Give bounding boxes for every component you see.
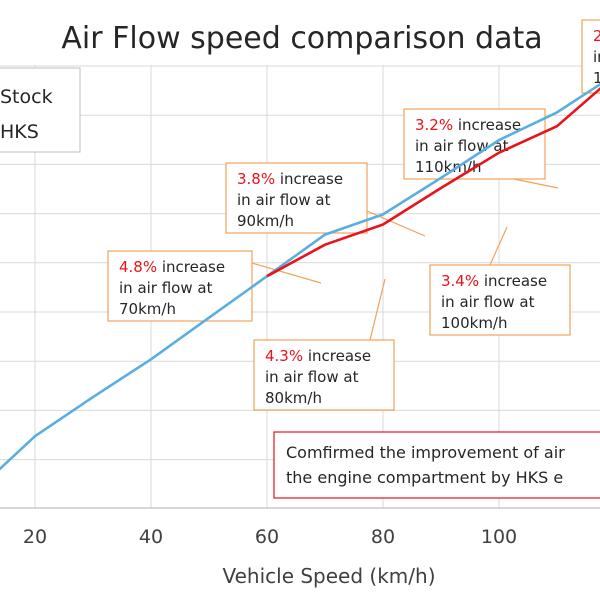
- callout-box: [225, 162, 368, 234]
- callout-text: increase: [157, 258, 225, 276]
- callout-line-3: 70km/h: [119, 300, 176, 318]
- x-axis-label: Vehicle Speed (km/h): [222, 564, 435, 588]
- callout-percent: 4.3%: [265, 347, 303, 365]
- callout-line-3: 100km/h: [441, 314, 508, 332]
- callout-box: [429, 264, 571, 336]
- callouts: 4.8% increase in air flow at 70km/h 3.8% in…: [107, 19, 600, 411]
- callout-percent: 4.8%: [119, 258, 157, 276]
- callout-text: increase: [479, 272, 547, 290]
- callout-pointer: [513, 178, 559, 189]
- callout-line-2: in air flow at: [119, 279, 213, 297]
- callout-percent: 3.2%: [415, 116, 453, 134]
- x-tick-label: 40: [139, 526, 163, 548]
- callout-pointer: [366, 210, 426, 237]
- callout-line-1: 3.2% increase: [415, 116, 521, 134]
- callout-line-3: 1: [593, 69, 600, 87]
- callout-line-2: in air flow at: [237, 191, 331, 209]
- callout-line-2: in air flow at: [415, 137, 509, 155]
- callout-percent: 2: [593, 27, 600, 45]
- callout-line-1: 4.8% increase: [119, 258, 225, 276]
- callout-pointer: [489, 226, 508, 266]
- x-tick-label: 100: [481, 526, 517, 548]
- callout-percent: 3.8%: [237, 170, 275, 188]
- series-line-stock: [0, 82, 600, 471]
- callout: 3.8% increase in air flow at 90km/h: [225, 162, 426, 237]
- legend-entry-stock: Stock: [0, 86, 53, 108]
- legend-entry-hks: HKS: [0, 121, 39, 143]
- callout-line-2: in air flow at: [441, 293, 535, 311]
- callout: 2 in 1: [581, 19, 600, 94]
- callout-line-1: 3.8% increase: [237, 170, 343, 188]
- callout-box: [107, 250, 253, 322]
- x-tick-label: 60: [255, 526, 279, 548]
- conclusion-note-line-2: the engine compartment by HKS e: [286, 468, 563, 487]
- callout-box: [253, 339, 395, 411]
- series-lines: [0, 82, 600, 471]
- callout-line-1: 3.4% increase: [441, 272, 547, 290]
- callout: 3.4% increase in air flow at 100km/h: [429, 226, 571, 336]
- conclusion-note-line-1: Comfirmed the improvement of air: [286, 443, 565, 462]
- x-tick-label: 80: [371, 526, 395, 548]
- callout-text: increase: [303, 347, 371, 365]
- callout: 4.8% increase in air flow at 70km/h: [107, 250, 322, 322]
- callout-line-2: in: [593, 48, 600, 66]
- chart-title: Air Flow speed comparison data: [61, 21, 542, 56]
- callout-line-1: 2: [593, 27, 600, 45]
- callout-line-3: 90km/h: [237, 212, 294, 230]
- callout-line-2: in air flow at: [265, 368, 359, 386]
- callout: 4.3% increase in air flow at 80km/h: [253, 278, 395, 411]
- series-line-hks: [266, 87, 600, 278]
- conclusion-note: Comfirmed the improvement of air the eng…: [273, 431, 600, 499]
- legend: Stock HKS: [0, 67, 81, 153]
- callout-pointer: [369, 278, 386, 341]
- callout-pointer: [251, 262, 322, 284]
- callout-percent: 3.4%: [441, 272, 479, 290]
- callout-text: increase: [453, 116, 521, 134]
- callout-line-1: 4.3% increase: [265, 347, 371, 365]
- conclusion-note-box: [273, 431, 600, 499]
- x-axis: 20 40 60 80 100: [23, 526, 517, 548]
- callout-text: increase: [275, 170, 343, 188]
- callout-line-3: 80km/h: [265, 389, 322, 407]
- x-tick-label: 20: [23, 526, 47, 548]
- legend-box: [0, 67, 81, 153]
